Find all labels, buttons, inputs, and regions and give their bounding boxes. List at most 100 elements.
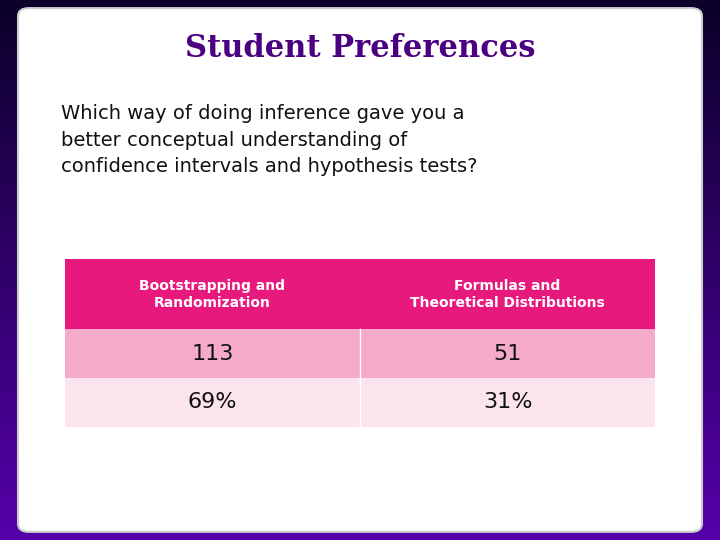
FancyBboxPatch shape — [18, 8, 702, 532]
Bar — [0, 189, 720, 191]
Bar — [0, 173, 720, 174]
Bar — [0, 455, 720, 457]
Bar — [0, 344, 720, 346]
Bar — [0, 52, 720, 54]
Bar — [0, 212, 720, 214]
Text: 69%: 69% — [188, 392, 237, 413]
Bar — [0, 150, 720, 151]
Bar — [0, 234, 720, 236]
Bar — [0, 160, 720, 162]
Bar — [0, 258, 720, 259]
Bar — [0, 513, 720, 515]
Bar — [0, 515, 720, 517]
Bar — [0, 115, 720, 117]
Bar — [0, 501, 720, 502]
Bar — [0, 126, 720, 128]
Bar — [0, 454, 720, 455]
Bar — [0, 76, 720, 77]
Bar — [0, 285, 720, 286]
Bar — [0, 39, 720, 42]
Bar — [0, 108, 720, 110]
Bar — [0, 85, 720, 86]
Bar — [0, 437, 720, 439]
Bar — [0, 31, 720, 32]
Bar — [0, 355, 720, 356]
Bar — [0, 22, 720, 23]
Bar — [0, 32, 720, 34]
Bar — [0, 380, 720, 382]
Bar — [0, 340, 720, 342]
Bar — [0, 331, 720, 333]
Bar — [0, 140, 720, 142]
Bar — [0, 390, 720, 393]
Bar — [0, 238, 720, 239]
Bar — [0, 66, 720, 69]
Bar — [0, 389, 720, 390]
Bar — [0, 11, 720, 12]
Bar — [0, 448, 720, 450]
Bar — [0, 182, 720, 184]
Bar — [0, 72, 720, 74]
Bar — [0, 312, 720, 313]
Bar — [0, 425, 720, 427]
Bar — [0, 529, 720, 531]
Bar — [0, 120, 720, 123]
Bar — [0, 491, 720, 493]
Bar — [0, 518, 720, 520]
Bar — [0, 482, 720, 484]
Bar — [0, 146, 720, 147]
Bar — [0, 153, 720, 155]
Bar — [0, 443, 720, 444]
FancyBboxPatch shape — [360, 329, 655, 378]
Bar — [0, 302, 720, 304]
Bar — [0, 378, 720, 380]
Bar — [0, 193, 720, 194]
Bar — [0, 374, 720, 376]
Bar — [0, 504, 720, 506]
Bar — [0, 201, 720, 204]
Bar — [0, 130, 720, 131]
Bar — [0, 167, 720, 169]
Bar — [0, 531, 720, 533]
Bar — [0, 396, 720, 398]
Bar — [0, 383, 720, 385]
Bar — [0, 439, 720, 441]
Bar — [0, 466, 720, 468]
Bar — [0, 363, 720, 366]
Bar — [0, 63, 720, 65]
Bar — [0, 522, 720, 524]
Bar — [0, 214, 720, 216]
Text: Student Preferences: Student Preferences — [185, 33, 535, 64]
Bar — [0, 295, 720, 297]
Bar — [0, 23, 720, 25]
Bar — [0, 430, 720, 432]
Bar — [0, 486, 720, 488]
Bar — [0, 412, 720, 414]
Bar — [0, 74, 720, 76]
Bar — [0, 382, 720, 383]
Bar — [0, 471, 720, 474]
Bar — [0, 123, 720, 124]
Text: Formulas and
Theoretical Distributions: Formulas and Theoretical Distributions — [410, 279, 605, 310]
Bar — [0, 184, 720, 185]
Bar — [0, 281, 720, 282]
Bar — [0, 220, 720, 221]
Bar — [0, 185, 720, 187]
Bar — [0, 484, 720, 486]
Bar — [0, 99, 720, 101]
Bar — [0, 346, 720, 347]
Bar — [0, 535, 720, 536]
Bar — [0, 464, 720, 466]
Bar — [0, 362, 720, 363]
Bar — [0, 135, 720, 137]
Bar — [0, 502, 720, 504]
Bar — [0, 488, 720, 490]
Bar — [0, 38, 720, 39]
FancyBboxPatch shape — [360, 259, 655, 329]
Bar — [0, 475, 720, 477]
Bar — [0, 339, 720, 340]
Bar — [0, 506, 720, 508]
Bar — [0, 12, 720, 15]
Bar — [0, 400, 720, 401]
Bar — [0, 69, 720, 70]
